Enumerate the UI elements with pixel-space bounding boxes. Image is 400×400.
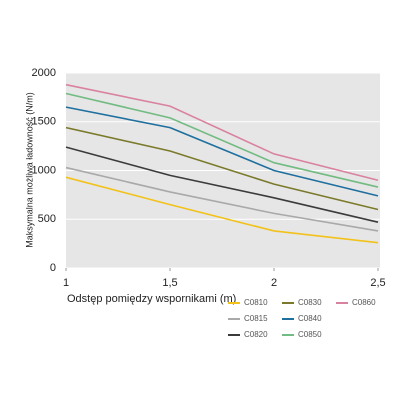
y-tick-label: 1500 — [32, 116, 56, 128]
legend-label: C0840 — [298, 314, 322, 323]
y-tick-label: 2000 — [32, 67, 56, 79]
legend-label: C0820 — [244, 330, 268, 339]
legend-label: C0850 — [298, 330, 322, 339]
x-tick-label: 2,5 — [370, 277, 385, 289]
x-tick-label: 1 — [63, 277, 69, 289]
series-line — [65, 106, 379, 197]
legend-label: C0815 — [244, 314, 268, 323]
x-axis-label: Odstęp pomiędzy wspornikami (m) — [67, 293, 236, 305]
series-line — [65, 92, 379, 188]
series-line — [65, 176, 379, 244]
legend-label: C0830 — [298, 298, 322, 307]
legend-label: C0810 — [244, 298, 268, 307]
y-axis-label: Maksymalna możliwa ładowność (N/m) — [24, 92, 34, 248]
legend-label: C0860 — [352, 298, 376, 307]
x-tick-label: 1,5 — [162, 277, 177, 289]
y-tick-label: 500 — [38, 213, 56, 225]
x-tick-label: 2 — [271, 277, 277, 289]
y-tick-label: 1000 — [32, 164, 56, 176]
series-line — [65, 146, 379, 223]
y-tick-label: 0 — [50, 262, 56, 274]
series-line — [65, 166, 379, 232]
series-line — [65, 83, 379, 182]
series-line — [65, 126, 379, 211]
